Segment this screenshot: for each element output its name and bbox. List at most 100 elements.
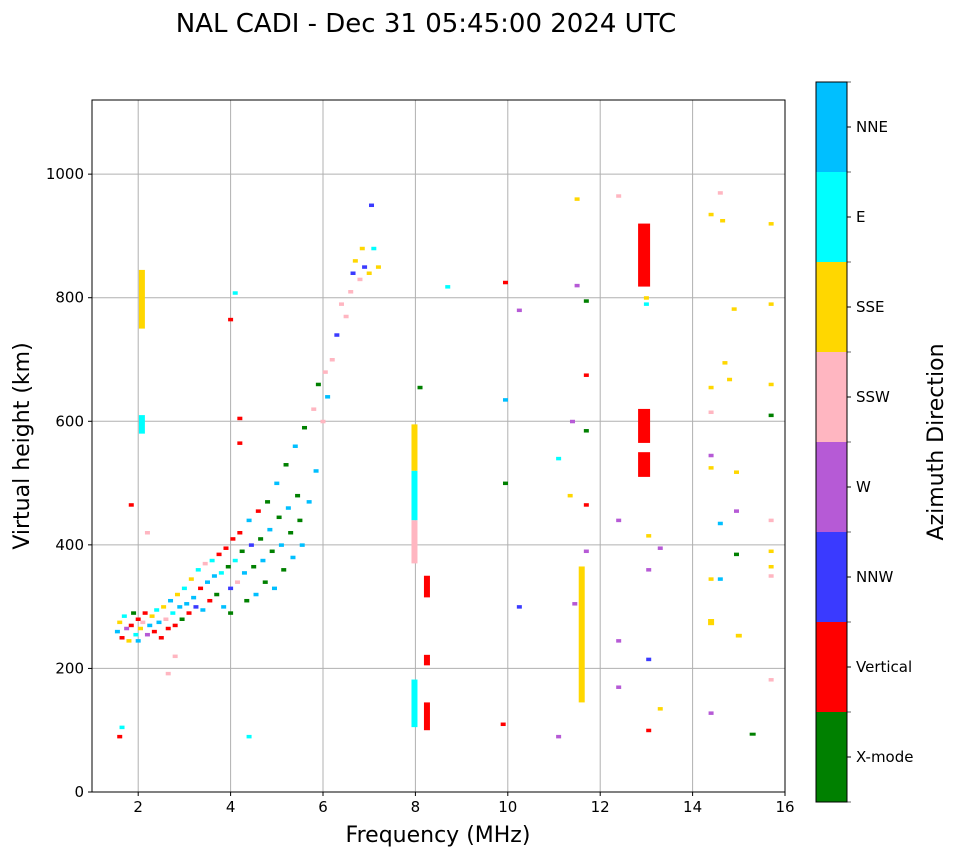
- data-point: [142, 611, 148, 615]
- data-point: [131, 611, 137, 615]
- colorbar-label-nne: NNE: [856, 118, 888, 136]
- data-point: [276, 515, 282, 520]
- data-point: [283, 463, 289, 467]
- data-bar: [749, 732, 756, 736]
- data-point: [128, 623, 134, 628]
- plot-frame: [91, 99, 786, 793]
- data-point: [362, 265, 368, 269]
- colorbar-label-nnw: NNW: [856, 568, 893, 586]
- data-point: [232, 291, 238, 295]
- data-point: [502, 280, 508, 285]
- data-bar: [138, 269, 145, 329]
- data-point: [768, 574, 774, 578]
- data-point: [177, 605, 183, 609]
- data-point: [731, 307, 737, 311]
- chart-title: NAL CADI - Dec 31 05:45:00 2024 UTC: [176, 9, 676, 39]
- data-point: [583, 503, 589, 507]
- data-bar: [638, 408, 651, 443]
- data-point: [168, 598, 174, 603]
- data-point: [265, 500, 271, 504]
- data-point: [329, 358, 335, 362]
- data-bar: [423, 702, 430, 731]
- data-point: [138, 626, 144, 631]
- data-point: [121, 614, 127, 618]
- data-point: [574, 283, 580, 288]
- grid-lines: [92, 100, 786, 793]
- x-tick-label: 8: [411, 798, 421, 816]
- data-point: [232, 558, 238, 563]
- data-point: [193, 605, 199, 609]
- data-point: [147, 623, 153, 628]
- data-point: [237, 441, 243, 445]
- data-point: [117, 734, 123, 739]
- data-point: [149, 614, 155, 618]
- data-point: [708, 453, 714, 458]
- data-point: [708, 385, 714, 390]
- colorbar-segment: [816, 712, 847, 802]
- data-point: [717, 191, 723, 195]
- data-bar: [423, 575, 430, 598]
- data-point: [246, 734, 252, 739]
- data-point: [285, 506, 291, 510]
- data-point: [228, 586, 234, 591]
- data-point: [211, 574, 217, 578]
- data-point: [325, 395, 331, 399]
- data-point: [616, 194, 622, 198]
- data-point: [569, 419, 575, 424]
- data-bar: [578, 566, 585, 703]
- data-point: [158, 636, 164, 640]
- data-point: [445, 285, 451, 289]
- colorbar-label-x-mode: X-mode: [856, 748, 913, 766]
- data-point: [135, 617, 141, 621]
- data-point: [126, 639, 132, 643]
- data-point: [297, 518, 303, 523]
- colorbar-label-vertical: Vertical: [856, 658, 912, 676]
- colorbar-frame: [815, 81, 848, 803]
- data-point: [733, 509, 739, 513]
- colorbar-segment: [816, 172, 847, 262]
- data-point: [292, 444, 298, 448]
- colorbar-segment: [816, 262, 847, 352]
- data-point: [657, 546, 663, 550]
- data-point: [352, 259, 358, 263]
- data-bar: [138, 415, 145, 434]
- data-point: [241, 571, 247, 575]
- data-point: [253, 592, 259, 597]
- data-point: [269, 549, 275, 554]
- data-point: [616, 685, 622, 689]
- data-point: [646, 534, 652, 538]
- data-point: [225, 564, 231, 569]
- data-point: [646, 728, 652, 733]
- axis-ticks: 2 4 6 8 10 12 14 16 0 200 400 600 800 1000: [46, 165, 795, 816]
- data-point: [768, 518, 774, 523]
- data-point: [768, 413, 774, 418]
- data-bar: [411, 520, 418, 564]
- data-bar: [411, 470, 418, 521]
- data-point: [172, 654, 178, 659]
- data-point: [375, 265, 381, 269]
- data-point: [154, 608, 160, 612]
- data-point: [646, 657, 652, 662]
- data-point: [350, 271, 356, 275]
- data-point: [174, 592, 180, 597]
- data-point: [567, 493, 573, 498]
- y-tick-label: 1000: [46, 165, 84, 183]
- y-tick-label: 200: [55, 659, 84, 677]
- data-point: [255, 509, 261, 513]
- data-point: [114, 629, 120, 634]
- data-point: [251, 564, 257, 569]
- data-point: [290, 555, 296, 560]
- data-point: [209, 558, 215, 563]
- data-point: [262, 580, 268, 584]
- data-point: [768, 302, 774, 306]
- data-point: [643, 302, 649, 306]
- data-point: [556, 456, 562, 461]
- x-axis-label: Frequency (MHz): [346, 823, 531, 848]
- data-point: [583, 549, 589, 554]
- data-point: [727, 377, 733, 382]
- data-point: [646, 568, 652, 572]
- data-point: [717, 577, 723, 581]
- data-point: [237, 416, 243, 421]
- data-point: [117, 620, 123, 625]
- data-point: [500, 722, 506, 727]
